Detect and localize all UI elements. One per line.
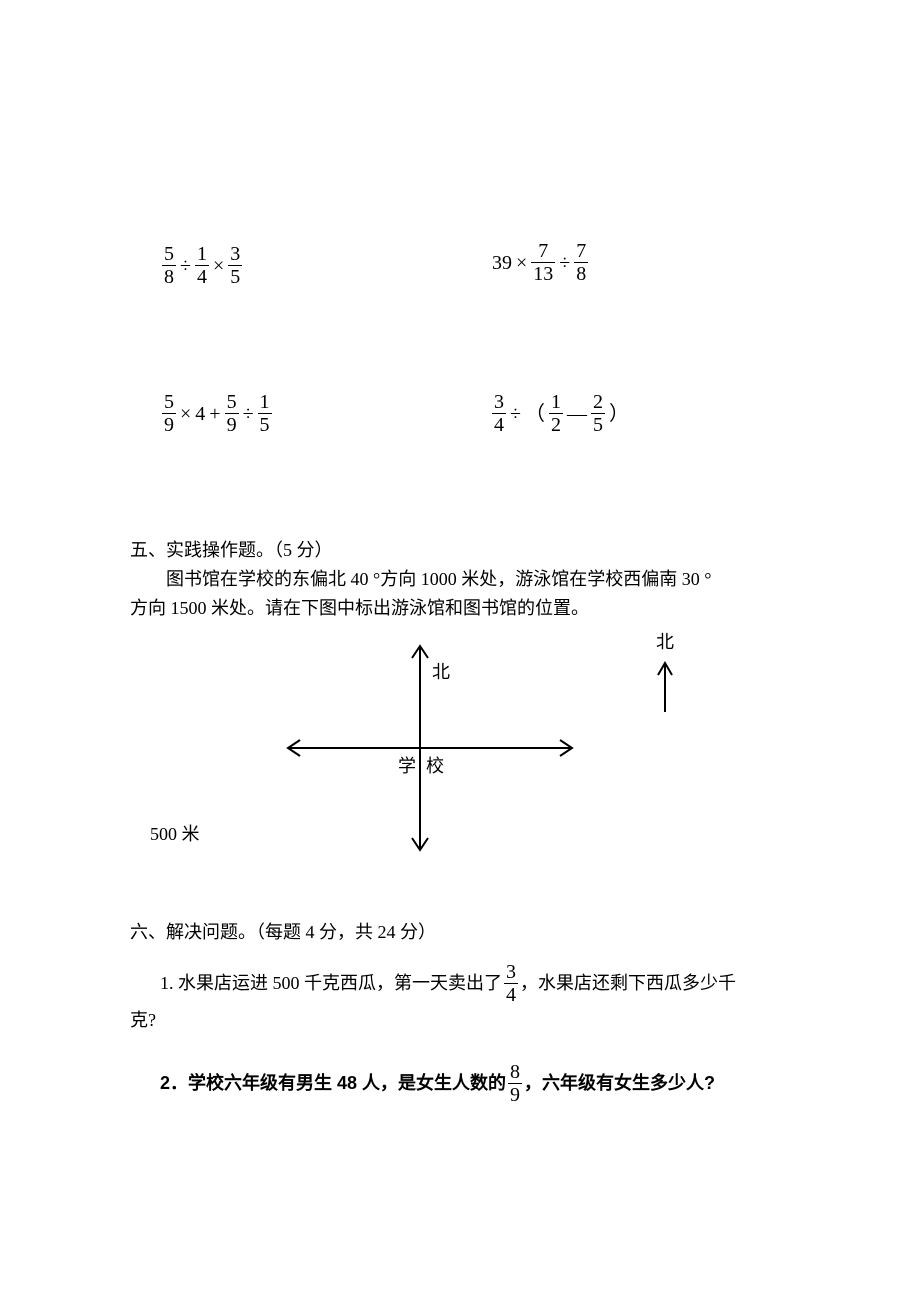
denominator: 4 — [492, 413, 506, 436]
operator-multiply: × — [180, 398, 191, 430]
compass-north-label: 北 — [650, 628, 680, 657]
denominator: 13 — [531, 262, 555, 285]
denominator: 5 — [228, 265, 242, 288]
denominator: 4 — [504, 983, 518, 1006]
center-label-left: 学 — [398, 752, 416, 781]
denominator: 5 — [258, 413, 272, 436]
constant: 4 — [195, 398, 205, 430]
equation-4: 3 4 ÷ （ 1 2 — 2 5 ） — [460, 388, 790, 436]
scale-label: 500 米 — [150, 820, 200, 849]
north-label: 北 — [432, 658, 450, 687]
operator-minus: — — [567, 398, 587, 430]
fraction: 5 9 — [162, 391, 176, 436]
operator-divide: ÷ — [559, 247, 570, 279]
denominator: 9 — [162, 413, 176, 436]
q1-text-pre: 1. 水果店运进 500 千克西瓜，第一天卖出了 — [160, 969, 502, 998]
denominator: 9 — [225, 413, 239, 436]
denominator: 4 — [195, 265, 209, 288]
numerator: 5 — [162, 243, 176, 265]
center-label-right: 校 — [426, 752, 444, 781]
denominator: 8 — [574, 262, 588, 285]
fraction: 1 2 — [549, 391, 563, 436]
fraction: 8 9 — [508, 1061, 522, 1106]
numerator: 1 — [549, 391, 563, 413]
fraction: 7 8 — [574, 240, 588, 285]
constant: 39 — [492, 247, 512, 279]
section-5-title: 五、实践操作题。（5 分） — [130, 536, 790, 565]
operator-divide: ÷ — [243, 398, 254, 430]
numerator: 5 — [225, 391, 239, 413]
fraction: 5 8 — [162, 243, 176, 288]
q1-text-post: ，水果店还剩下西瓜多少千 — [520, 969, 736, 998]
numerator: 7 — [574, 240, 588, 262]
denominator: 2 — [549, 413, 563, 436]
numerator: 3 — [504, 961, 518, 983]
question-2: 2．学校六年级有男生 48 人，是女生人数的 8 9 ，六年级有女生多少人? — [130, 1061, 790, 1106]
equation-1: 5 8 ÷ 1 4 × 3 5 — [130, 240, 460, 288]
operator-divide: ÷ — [510, 398, 521, 430]
operator-multiply: × — [516, 247, 527, 279]
numerator: 1 — [195, 243, 209, 265]
section-6: 六、解决问题。（每题 4 分，共 24 分） 1. 水果店运进 500 千克西瓜… — [130, 918, 790, 1106]
numerator: 3 — [492, 391, 506, 413]
operator-divide: ÷ — [180, 250, 191, 282]
fraction: 3 4 — [504, 961, 518, 1006]
section-5-body-line-1: 图书馆在学校的东偏北 40 °方向 1000 米处，游泳馆在学校西偏南 30 ° — [130, 565, 790, 594]
denominator: 8 — [162, 265, 176, 288]
q1-text-tail: 克? — [130, 1006, 790, 1035]
left-paren: （ — [525, 398, 545, 430]
numerator: 3 — [228, 243, 242, 265]
fraction: 7 13 — [531, 240, 555, 285]
compass: 北 — [650, 628, 680, 726]
scale-block: 500 米 — [150, 816, 200, 849]
numerator: 7 — [536, 240, 550, 262]
axes: 北 学 校 — [250, 628, 650, 877]
equation-row-1: 5 8 ÷ 1 4 × 3 5 39 × 7 — [130, 240, 790, 288]
q2-text-post: ，六年级有女生多少人? — [524, 1069, 715, 1098]
compass-arrow-icon — [650, 657, 680, 717]
equation-2: 39 × 7 13 ÷ 7 8 — [460, 240, 790, 288]
equation-row-2: 5 9 × 4 + 5 9 ÷ 1 5 3 — [130, 388, 790, 436]
denominator: 5 — [591, 413, 605, 436]
fraction: 1 5 — [258, 391, 272, 436]
fraction: 1 4 — [195, 243, 209, 288]
numerator: 2 — [591, 391, 605, 413]
numerator: 5 — [162, 391, 176, 413]
axes-svg — [250, 628, 650, 868]
operator-multiply: × — [213, 250, 224, 282]
fraction: 5 9 — [225, 391, 239, 436]
equation-3: 5 9 × 4 + 5 9 ÷ 1 5 — [130, 388, 460, 436]
numerator: 1 — [258, 391, 272, 413]
section-5-body-line-2: 方向 1500 米处。请在下图中标出游泳馆和图书馆的位置。 — [130, 594, 790, 623]
operator-plus: + — [209, 398, 220, 430]
fraction: 3 5 — [228, 243, 242, 288]
diagram-area: 北 学 校 北 500 米 — [130, 628, 790, 888]
q2-text-pre: 2．学校六年级有男生 48 人，是女生人数的 — [160, 1069, 506, 1098]
denominator: 9 — [508, 1083, 522, 1106]
fraction: 2 5 — [591, 391, 605, 436]
section-6-title: 六、解决问题。（每题 4 分，共 24 分） — [130, 918, 790, 947]
question-1: 1. 水果店运进 500 千克西瓜，第一天卖出了 3 4 ，水果店还剩下西瓜多少… — [130, 961, 790, 1035]
section-5: 五、实践操作题。（5 分） 图书馆在学校的东偏北 40 °方向 1000 米处，… — [130, 536, 790, 888]
numerator: 8 — [508, 1061, 522, 1083]
page: 5 8 ÷ 1 4 × 3 5 39 × 7 — [0, 0, 920, 1300]
right-paren: ） — [609, 398, 629, 430]
fraction: 3 4 — [492, 391, 506, 436]
